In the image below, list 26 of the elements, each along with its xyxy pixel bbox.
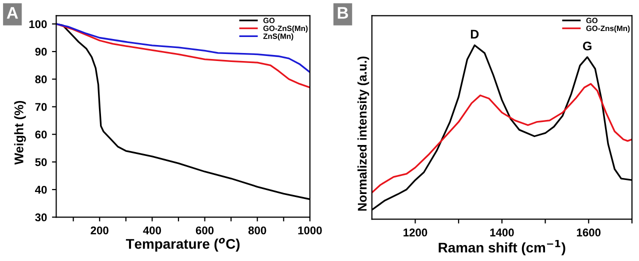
- x-tick-label: 1400: [490, 228, 514, 236]
- x-axis-title: Temparature ($^{o}$C): [126, 238, 240, 252]
- x-tick-label: 400: [143, 226, 161, 234]
- x-tick-label: 1600: [576, 228, 601, 236]
- y-tick-label: 90: [35, 48, 47, 56]
- y-tick-label: 70: [35, 103, 47, 111]
- line-series: [56, 23, 310, 88]
- x-tick-label: 200: [90, 226, 108, 234]
- y-tick-label: 30: [35, 213, 47, 222]
- x-tick-label: 800: [248, 226, 266, 234]
- y-tick-label: 80: [35, 75, 47, 84]
- x-tick-label: 1000: [298, 226, 322, 234]
- text: B: [338, 7, 348, 19]
- y-tick-label: 50: [35, 158, 47, 166]
- y-tick-label: 40: [35, 186, 47, 194]
- x-tick-label: 600: [196, 226, 214, 234]
- annotation: D: [470, 30, 479, 38]
- x-tick-label: 1200: [404, 228, 428, 236]
- y-tick-label: 60: [35, 130, 47, 138]
- y-axis-title: Normalized intensity (a.u.): [357, 56, 370, 211]
- text: A: [6, 7, 18, 19]
- y-axis-title: Weight (%): [14, 100, 26, 165]
- x-axis-title: Raman shift (cm$^{−1}$): [438, 240, 566, 256]
- y-tick-label: 100: [29, 20, 47, 28]
- annotation: G: [582, 42, 592, 50]
- line-series: [56, 23, 310, 74]
